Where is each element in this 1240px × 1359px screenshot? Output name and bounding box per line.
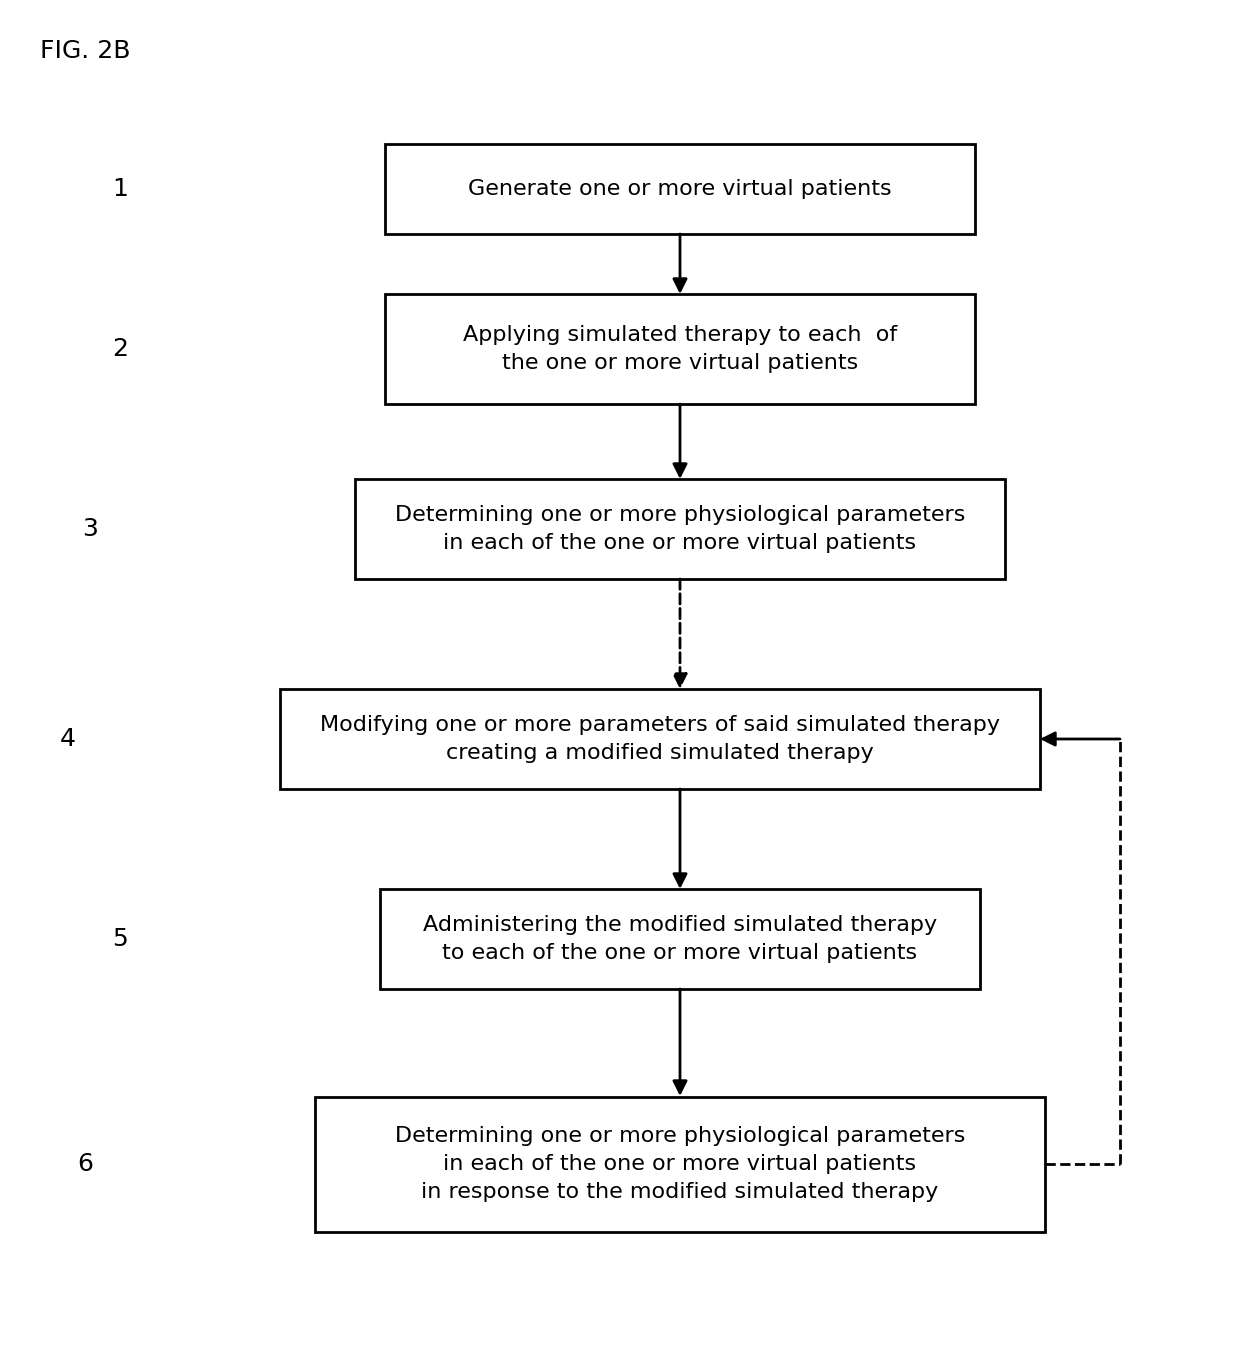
Bar bbox=[280, 689, 1040, 790]
Text: 2: 2 bbox=[112, 337, 128, 361]
Bar bbox=[379, 889, 980, 989]
Text: 3: 3 bbox=[82, 516, 98, 541]
Text: Modifying one or more parameters of said simulated therapy
creating a modified s: Modifying one or more parameters of said… bbox=[320, 715, 999, 762]
Text: Determining one or more physiological parameters
in each of the one or more virt: Determining one or more physiological pa… bbox=[394, 1127, 965, 1201]
Text: Determining one or more physiological parameters
in each of the one or more virt: Determining one or more physiological pa… bbox=[394, 506, 965, 553]
Text: FIG. 2B: FIG. 2B bbox=[40, 39, 130, 63]
Text: 4: 4 bbox=[60, 727, 76, 752]
Bar bbox=[384, 144, 975, 234]
Text: Administering the modified simulated therapy
to each of the one or more virtual : Administering the modified simulated the… bbox=[423, 915, 937, 964]
Text: Generate one or more virtual patients: Generate one or more virtual patients bbox=[469, 179, 892, 198]
Bar bbox=[315, 1097, 1045, 1231]
Text: 1: 1 bbox=[112, 177, 128, 201]
Text: 5: 5 bbox=[112, 927, 128, 951]
Text: Applying simulated therapy to each  of
the one or more virtual patients: Applying simulated therapy to each of th… bbox=[463, 325, 897, 372]
Text: 6: 6 bbox=[77, 1152, 93, 1176]
Bar bbox=[384, 294, 975, 404]
Bar bbox=[355, 478, 1004, 579]
